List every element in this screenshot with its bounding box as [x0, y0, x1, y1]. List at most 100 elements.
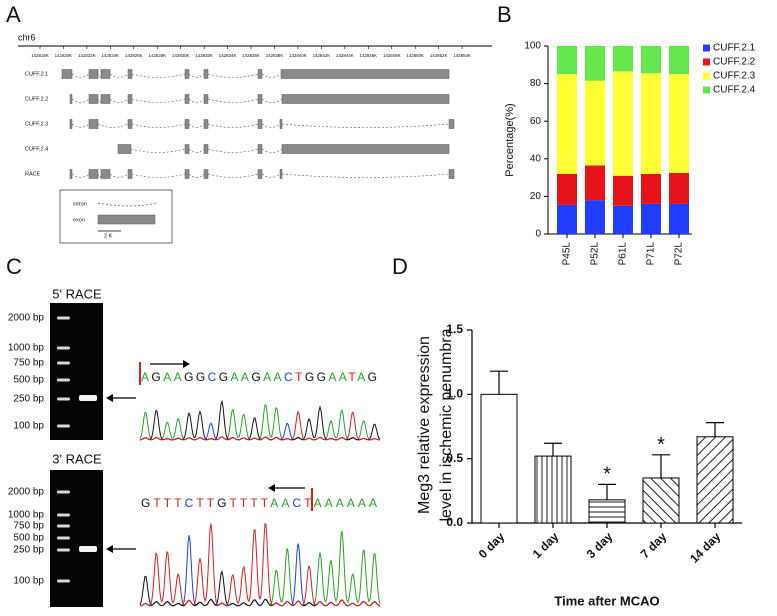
- y-tick-label: 0.5: [446, 451, 463, 465]
- base: G: [251, 370, 260, 384]
- bar-segment: [641, 203, 661, 234]
- base: C: [208, 370, 217, 384]
- ladder-label: 500 bp: [13, 533, 44, 544]
- exon: [448, 169, 455, 179]
- chromosome-label: chr6: [18, 32, 36, 42]
- base: T: [240, 496, 248, 510]
- x-tick-label: 7 day: [638, 529, 670, 561]
- base: T: [261, 496, 269, 510]
- ladder-band: [57, 579, 70, 583]
- chromatogram-trace: [139, 404, 381, 441]
- exon: [184, 169, 190, 179]
- ladder-band: [57, 378, 70, 382]
- intron: [71, 173, 90, 178]
- intron: [281, 123, 450, 128]
- bar-segment: [557, 173, 577, 205]
- genome-tick-label: 142846K: [360, 53, 378, 58]
- y-tick-label: 80: [530, 78, 542, 89]
- base: A: [174, 370, 182, 384]
- bar-segment: [557, 204, 577, 234]
- intron: [71, 73, 90, 78]
- ladder-label: 750 bp: [13, 521, 44, 532]
- panel-label: A: [6, 2, 21, 27]
- intron: [71, 123, 90, 128]
- genome-tick-label: 142822K: [78, 53, 96, 58]
- sample-band: [79, 546, 97, 552]
- base: G: [196, 370, 205, 384]
- exon: [100, 169, 111, 179]
- exon: [88, 119, 99, 129]
- exon: [88, 69, 99, 79]
- intron: [261, 98, 283, 103]
- base: A: [274, 370, 282, 384]
- track-label: RACE: [25, 171, 41, 177]
- exon: [127, 169, 133, 179]
- intron: [207, 148, 259, 153]
- base: T: [230, 496, 238, 510]
- bar: [642, 477, 680, 524]
- genome-tick-label: 142820K: [55, 53, 73, 58]
- intron: [207, 98, 259, 103]
- genome-tick-label: 142818K: [31, 53, 49, 58]
- exon: [280, 69, 450, 79]
- legend-exon: exon: [73, 217, 85, 223]
- base: A: [325, 496, 333, 510]
- exon: [184, 144, 190, 154]
- bar-segment: [613, 205, 633, 234]
- significance-marker: *: [603, 464, 611, 486]
- legend-exon-box: [97, 214, 156, 225]
- legend-intron-line: [97, 202, 159, 207]
- legend-intron: intron: [73, 201, 87, 207]
- exon: [281, 94, 450, 104]
- exon: [257, 169, 263, 179]
- base: T: [174, 496, 182, 510]
- exon: [184, 119, 190, 129]
- x-tick-label: P71L: [646, 242, 657, 266]
- base: A: [270, 496, 278, 510]
- legend-label: CUFF.2.1: [713, 43, 756, 54]
- intron: [188, 73, 205, 78]
- sample-band: [79, 395, 97, 401]
- base: A: [163, 370, 171, 384]
- genome-tick-label: 142852K: [430, 53, 448, 58]
- ladder-band: [57, 346, 70, 350]
- base: T: [250, 496, 258, 510]
- base: G: [151, 370, 160, 384]
- y-tick-label: 40: [530, 153, 542, 164]
- intron: [207, 173, 259, 178]
- track-label: CUFF.2.2: [25, 96, 48, 102]
- exon: [203, 169, 209, 179]
- exon: [203, 69, 209, 79]
- y-tick-label: 1.5: [446, 322, 463, 336]
- bar-segment: [613, 71, 633, 176]
- exon: [257, 94, 263, 104]
- base: T: [295, 370, 303, 384]
- base: A: [358, 496, 366, 510]
- exon: [69, 119, 73, 129]
- base: A: [336, 496, 344, 510]
- bar-segment: [585, 200, 605, 234]
- base: T: [348, 370, 356, 384]
- chromatogram-trace: [139, 410, 381, 441]
- track-label: CUFF.2.4: [25, 146, 48, 152]
- intron: [97, 123, 129, 128]
- intron: [109, 173, 129, 178]
- panel-label: B: [497, 2, 512, 27]
- genome-tick-label: 142836K: [242, 53, 260, 58]
- exon: [117, 144, 132, 154]
- band-arrow-head: [106, 394, 113, 402]
- exon: [69, 169, 73, 179]
- base: A: [314, 496, 322, 510]
- read-arrow-head: [183, 360, 190, 368]
- exon: [88, 169, 99, 179]
- intron: [97, 173, 102, 178]
- ladder-label: 2000 bp: [8, 313, 45, 324]
- exon: [203, 94, 209, 104]
- bar-segment: [557, 74, 577, 174]
- base: C: [185, 496, 194, 510]
- exon: [127, 94, 133, 104]
- exon: [257, 144, 263, 154]
- base: T: [196, 496, 204, 510]
- exon: [88, 94, 99, 104]
- ladder-label: 250 bp: [13, 545, 44, 556]
